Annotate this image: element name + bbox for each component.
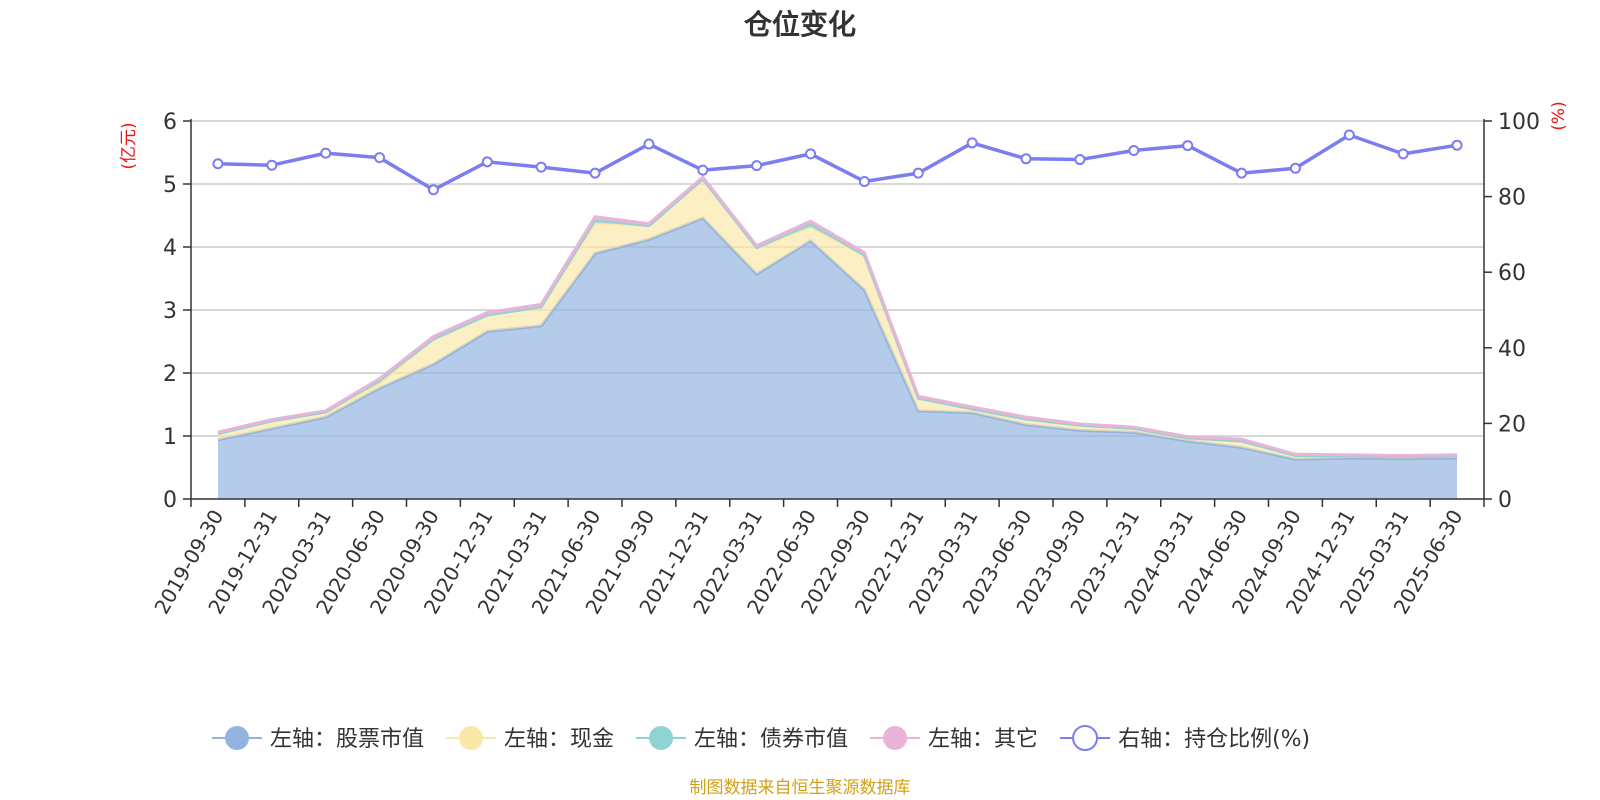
ratio-line-point (1289, 162, 1301, 174)
legend-item-2: 左轴：债券市值 (636, 726, 848, 752)
legend-item-3: 左轴：其它 (870, 726, 1038, 752)
left-axis-tick-label: 1 (163, 425, 177, 450)
ratio-line-point (912, 167, 924, 179)
ratio-line-path (217, 133, 1458, 192)
left-axis-tick-label: 2 (163, 362, 177, 387)
ratio-line-point (1020, 153, 1032, 165)
left-axis-unit: (亿元) (119, 122, 139, 169)
area-series-edge-3 (217, 175, 1458, 458)
ratio-line-point (374, 152, 386, 164)
left-axis-tick-label: 3 (163, 299, 177, 324)
legend-marker-icon (883, 726, 908, 750)
left-axis-tick-label: 6 (163, 110, 177, 135)
legend-label: 左轴：债券市值 (694, 727, 848, 752)
ratio-line-point (1451, 139, 1463, 151)
legend-label: 左轴：其它 (928, 727, 1038, 752)
stacked-areas (217, 175, 1458, 499)
ratio-line-point (643, 138, 655, 150)
legend-label: 左轴：现金 (504, 727, 614, 752)
legend-label: 右轴：持仓比例(%) (1118, 727, 1310, 752)
ratio-line-point (481, 156, 493, 168)
legend-label: 左轴：股票市值 (270, 727, 424, 752)
legend: 左轴：股票市值 左轴：现金 左轴：债券市值 左轴：其它 右轴：持仓比例(%) (212, 725, 1310, 752)
right-axis-tick-label: 60 (1498, 261, 1526, 286)
left-axis-tick-label: 5 (163, 173, 177, 198)
legend-item-1: 左轴：现金 (446, 726, 614, 752)
ratio-line-point (589, 167, 601, 179)
ratio-line-point (1182, 140, 1194, 152)
legend-marker-icon (225, 726, 249, 750)
ratio-line-point (266, 159, 278, 171)
source-note: 制图数据来自恒生聚源数据库 (690, 778, 911, 798)
ratio-line-point (1236, 167, 1248, 179)
legend-item-4: 右轴：持仓比例(%) (1060, 725, 1310, 752)
position-ratio-line (212, 129, 1463, 196)
left-axis-tick-label: 0 (163, 488, 177, 513)
legend-marker-icon (459, 726, 484, 750)
ratio-line-point (858, 175, 870, 187)
ratio-line-point (697, 164, 709, 176)
ratio-line-point (966, 137, 978, 149)
right-axis-tick-label: 100 (1498, 110, 1540, 135)
ratio-line-point (1343, 129, 1355, 141)
chart-title: 仓位变化 (744, 8, 856, 41)
ratio-line-point (1074, 154, 1086, 166)
ratio-line-point (1397, 148, 1409, 160)
ratio-line-point (751, 160, 763, 172)
ratio-line-point (535, 161, 547, 173)
ratio-line-point (805, 148, 817, 160)
legend-marker-icon (1072, 725, 1099, 751)
ratio-line-point (320, 147, 332, 159)
legend-marker-icon (649, 726, 674, 750)
ratio-line-point (212, 158, 224, 170)
right-axis-tick-label: 20 (1498, 412, 1526, 437)
right-axis-tick-label: 80 (1498, 186, 1526, 211)
ratio-line-point (1128, 144, 1140, 156)
left-axis-tick-label: 4 (163, 236, 177, 261)
ratio-line-point (427, 184, 439, 196)
right-axis-tick-label: 0 (1498, 488, 1512, 513)
area-series-0 (217, 218, 1458, 499)
right-axis-tick-label: 40 (1498, 337, 1526, 362)
right-axis-unit: (%) (1549, 101, 1569, 130)
legend-item-0: 左轴：股票市值 (212, 726, 424, 752)
